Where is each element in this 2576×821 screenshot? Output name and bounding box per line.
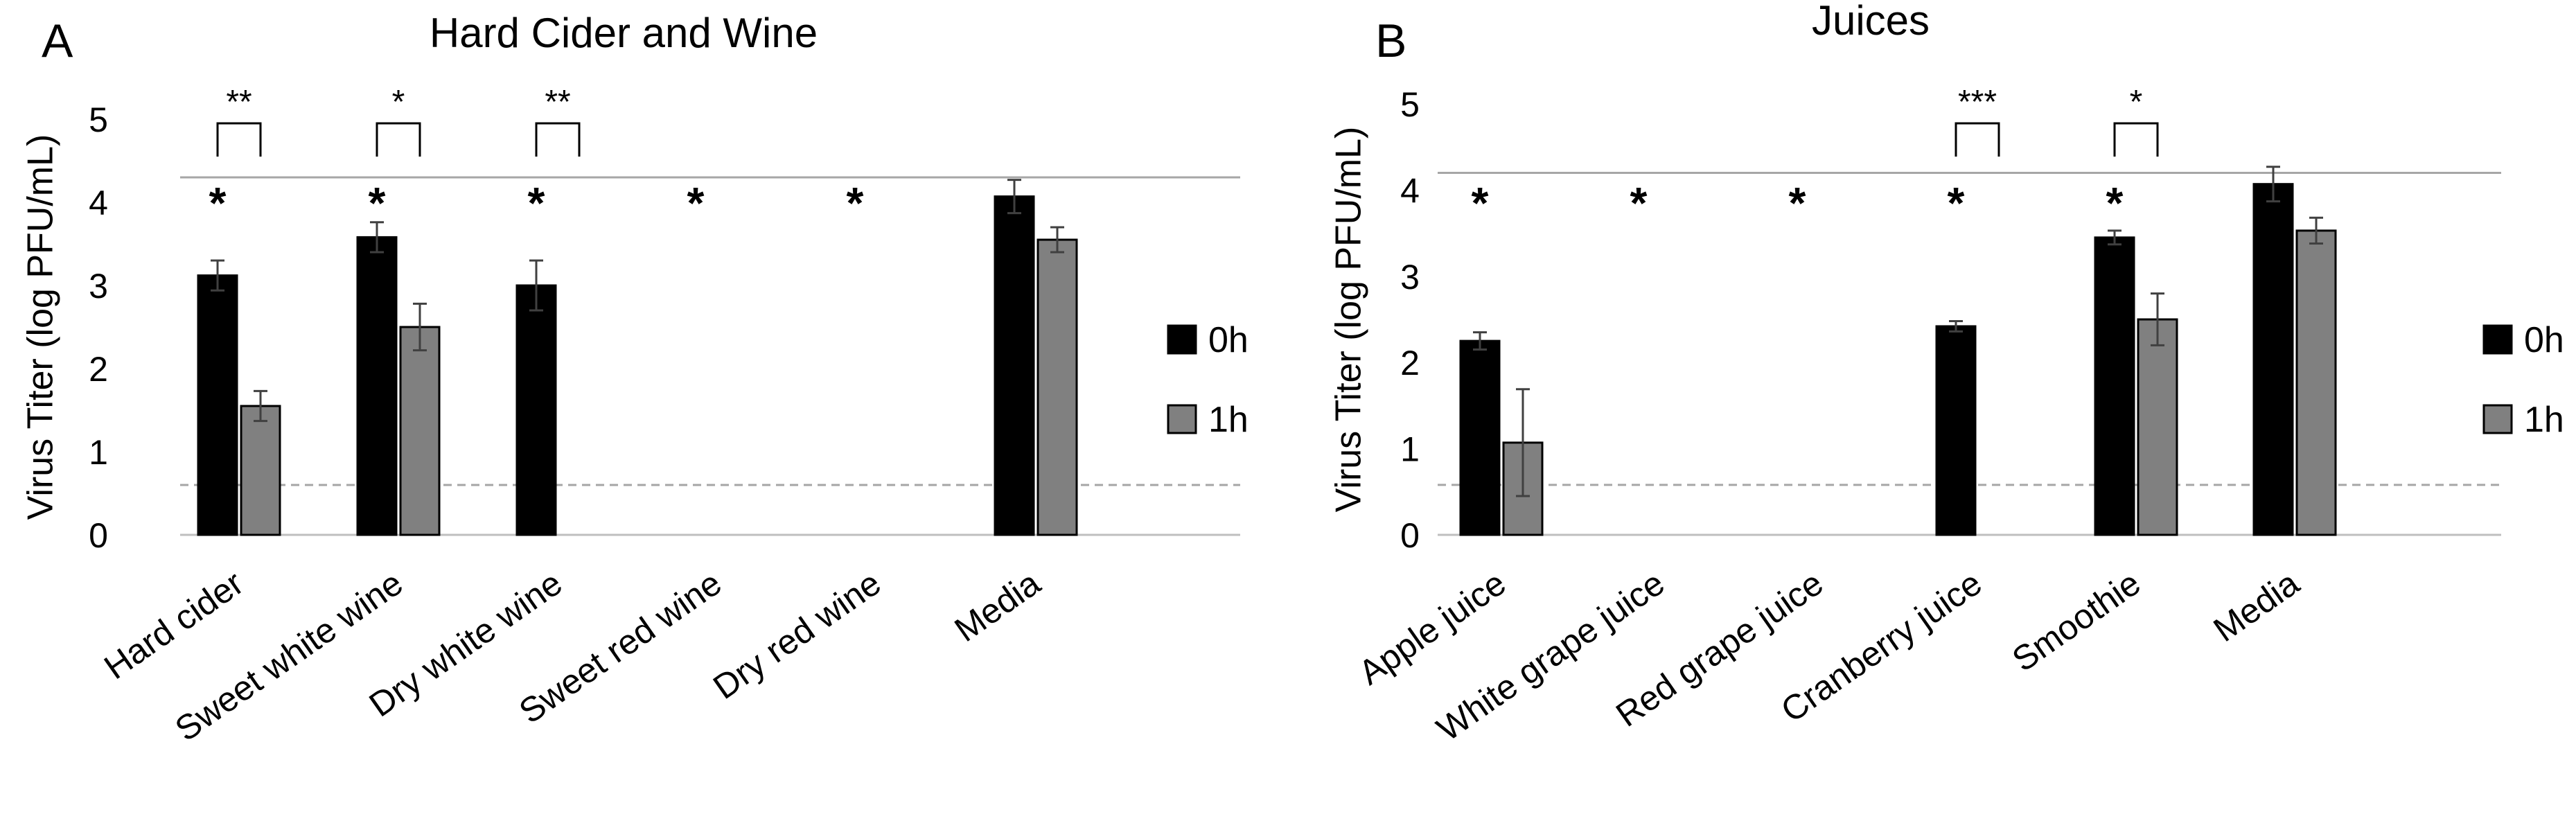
significance-asterisk: * <box>209 178 227 228</box>
chart-title: Hard Cider and Wine <box>430 10 818 56</box>
bar-0h <box>515 284 557 536</box>
legend-label: 1h <box>2524 400 2564 440</box>
error-bar <box>1007 179 1021 215</box>
error-bar <box>2108 229 2121 246</box>
significance-bracket <box>535 122 581 157</box>
y-axis-title: Virus Titer (log PFU/mL) <box>1329 127 1369 513</box>
significance-bracket <box>216 122 262 157</box>
panel-label: B <box>1375 15 1406 67</box>
significance-asterisk: * <box>2106 178 2124 228</box>
bar-0h <box>197 274 238 536</box>
bracket-label: *** <box>1958 84 1997 121</box>
legend-label: 1h <box>1208 400 1249 440</box>
bracket-label: * <box>392 84 405 121</box>
significance-bracket <box>1955 122 2000 157</box>
y-tick-label: 0 <box>1400 516 1420 555</box>
y-tick-label: 1 <box>1400 430 1420 469</box>
y-tick-label: 3 <box>89 267 108 306</box>
error-bar <box>1050 226 1064 254</box>
y-tick-label: 3 <box>1400 258 1420 297</box>
significance-bracket <box>2113 122 2159 157</box>
bar-0h <box>1935 325 1977 536</box>
significance-asterisk: * <box>1630 178 1648 228</box>
y-tick-label: 5 <box>1400 85 1420 124</box>
chart-panel-a: A Hard Cider and Wine Virus Titer (log PFU… <box>21 10 1249 749</box>
bar-0h <box>1459 339 1501 536</box>
error-bar <box>2309 216 2323 245</box>
bar-1h <box>2295 229 2337 536</box>
chart-panel-b: B Juices Virus Titer (log PFU/mL) 0 1 2 3 4 5 App… <box>1329 0 2564 749</box>
panel-label: A <box>42 15 73 67</box>
legend-swatch-1h <box>1167 404 1197 434</box>
bar-0h <box>2252 183 2294 536</box>
y-tick-label: 2 <box>89 350 108 389</box>
bar-1h <box>2137 318 2178 536</box>
bar-0h <box>2094 236 2135 536</box>
chart-title: Juices <box>1812 0 1930 44</box>
error-bar <box>1516 388 1530 497</box>
x-tick-label: Media <box>948 563 1048 649</box>
error-bar <box>1473 331 1487 351</box>
bracket-label: ** <box>545 84 570 121</box>
bracket-label: * <box>2130 84 2143 121</box>
error-bar <box>370 221 384 254</box>
x-tick-label: Apple juice <box>1352 563 1512 692</box>
x-tick-label: Smoothie <box>2005 563 2147 679</box>
x-tick-label: Hard cider <box>97 563 250 687</box>
significance-asterisk: * <box>1789 178 1806 228</box>
bar-1h <box>399 326 441 536</box>
significance-asterisk: * <box>1948 178 1965 228</box>
bracket-label: ** <box>226 84 252 121</box>
y-tick-label: 2 <box>1400 344 1420 382</box>
legend-swatch-0h <box>2482 324 2513 355</box>
significance-asterisk: * <box>847 178 864 228</box>
error-bar <box>529 259 543 312</box>
bar-0h <box>356 236 398 536</box>
legend-swatch-1h <box>2482 404 2513 434</box>
error-bar <box>2151 292 2164 346</box>
significance-asterisk: * <box>1472 178 1489 228</box>
legend-label: 0h <box>2524 320 2564 360</box>
significance-asterisk: * <box>687 178 705 228</box>
legend-swatch-0h <box>1167 324 1197 355</box>
y-tick-label: 5 <box>89 100 108 139</box>
error-bar <box>1949 319 1963 333</box>
error-bar <box>211 259 224 292</box>
y-axis-title: Virus Titer (log PFU/mL) <box>21 134 61 520</box>
y-tick-label: 0 <box>89 516 108 555</box>
significance-bracket <box>376 122 421 157</box>
error-bar <box>254 389 267 423</box>
bar-1h <box>1036 238 1078 536</box>
x-tick-label: Dry red wine <box>706 563 888 707</box>
bar-1h <box>240 405 281 536</box>
y-tick-label: 1 <box>89 433 108 472</box>
bar-0h <box>994 195 1035 536</box>
significance-asterisk: * <box>528 178 545 228</box>
legend-label: 0h <box>1208 320 1249 360</box>
x-tick-label: Media <box>2207 563 2306 649</box>
error-bar <box>413 302 427 352</box>
y-tick-label: 4 <box>89 184 108 222</box>
error-bar <box>2266 166 2280 203</box>
significance-asterisk: * <box>369 178 386 228</box>
y-tick-label: 4 <box>1400 171 1420 210</box>
